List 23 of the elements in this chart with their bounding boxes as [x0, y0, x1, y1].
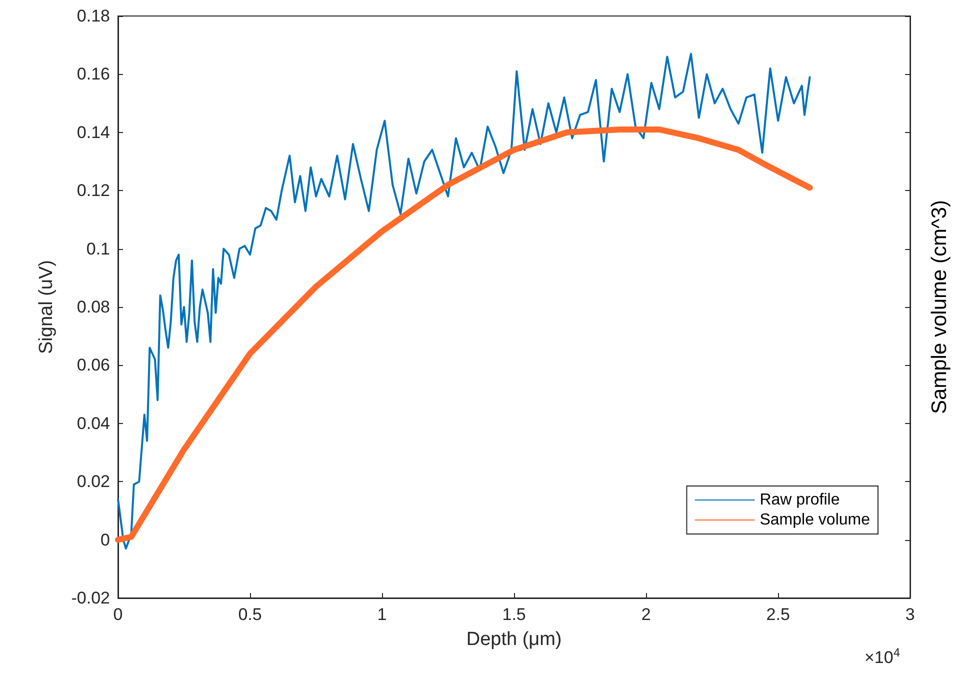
x-tick-label: 2.5 — [766, 605, 790, 624]
y-tick-label: 0.06 — [76, 356, 110, 375]
y-tick-label: 0.14 — [76, 122, 110, 142]
x-tick-label: 2 — [641, 605, 651, 624]
x-tick-label: 1.5 — [502, 605, 526, 624]
legend-label: Sample volume — [760, 512, 870, 528]
y-tick-label: 0.02 — [76, 472, 110, 492]
y-axis-title: Signal (uV) — [36, 260, 57, 354]
x-tick-label: 0 — [113, 605, 123, 624]
y2-axis-title: Sample volume (cm^3) — [928, 200, 951, 414]
y-tick-label: 0.08 — [76, 298, 110, 316]
legend-label: Raw profile — [760, 492, 840, 508]
y-tick-label: 0.04 — [76, 414, 110, 433]
y-tick-label: 0 — [100, 530, 110, 550]
x-tick-label: 1 — [377, 605, 387, 624]
x-axis-title: Depth (μm) — [466, 629, 562, 650]
y-tick-label: 0.1 — [86, 239, 110, 258]
x-tick-label: 0.5 — [238, 605, 262, 624]
y-tick-label: 0.18 — [76, 6, 110, 26]
y-tick-label: 0.16 — [76, 64, 110, 84]
y-tick-label: 0.12 — [76, 181, 110, 200]
y-tick-label: -0.02 — [71, 588, 110, 608]
x-tick-label: 3 — [905, 605, 915, 624]
